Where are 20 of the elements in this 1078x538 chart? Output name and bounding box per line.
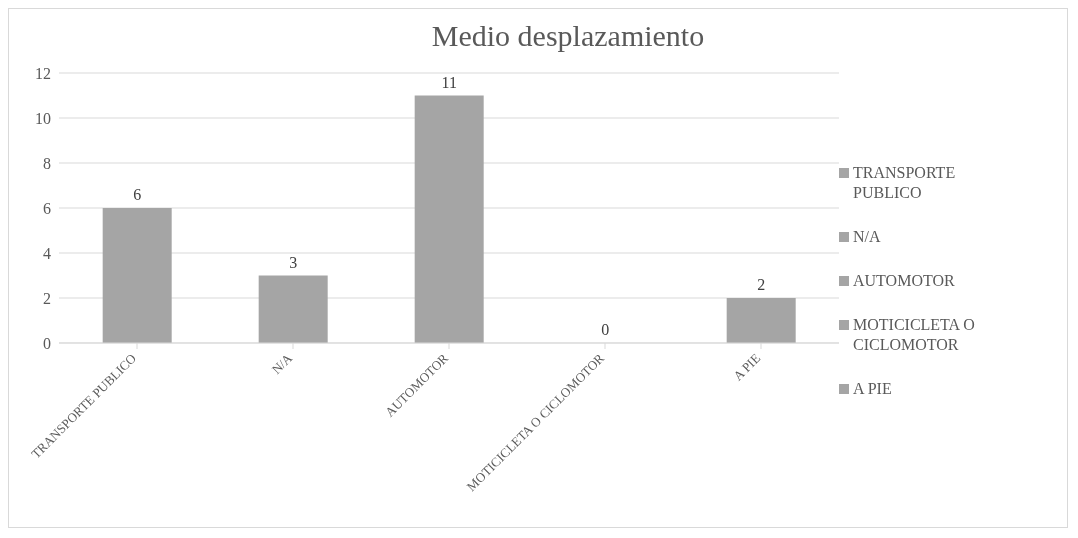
legend-label: A PIE xyxy=(853,379,892,399)
y-tick-label: 12 xyxy=(35,64,51,82)
legend-label: N/A xyxy=(853,227,881,247)
data-label: 11 xyxy=(441,73,457,91)
y-tick-label: 6 xyxy=(43,199,51,217)
y-tick-label: 0 xyxy=(43,334,51,352)
data-label: 2 xyxy=(757,276,766,293)
y-tick-label: 8 xyxy=(43,154,51,172)
y-tick-label: 4 xyxy=(43,244,51,262)
legend-label: TRANSPORTE PUBLICO xyxy=(853,163,957,203)
x-tick-label: N/A xyxy=(268,350,296,377)
x-tick-label: A PIE xyxy=(730,350,764,384)
data-label: 0 xyxy=(601,321,610,338)
chart-title: Medio desplazamiento xyxy=(430,18,706,54)
y-tick-label: 2 xyxy=(43,289,51,307)
legend-label: MOTICICLETA O CICLOMOTOR xyxy=(853,315,976,355)
y-tick-label: 10 xyxy=(35,109,51,127)
data-label: 3 xyxy=(289,253,298,271)
data-label: 6 xyxy=(133,186,142,203)
legend-label: AUTOMOTOR xyxy=(853,271,955,291)
